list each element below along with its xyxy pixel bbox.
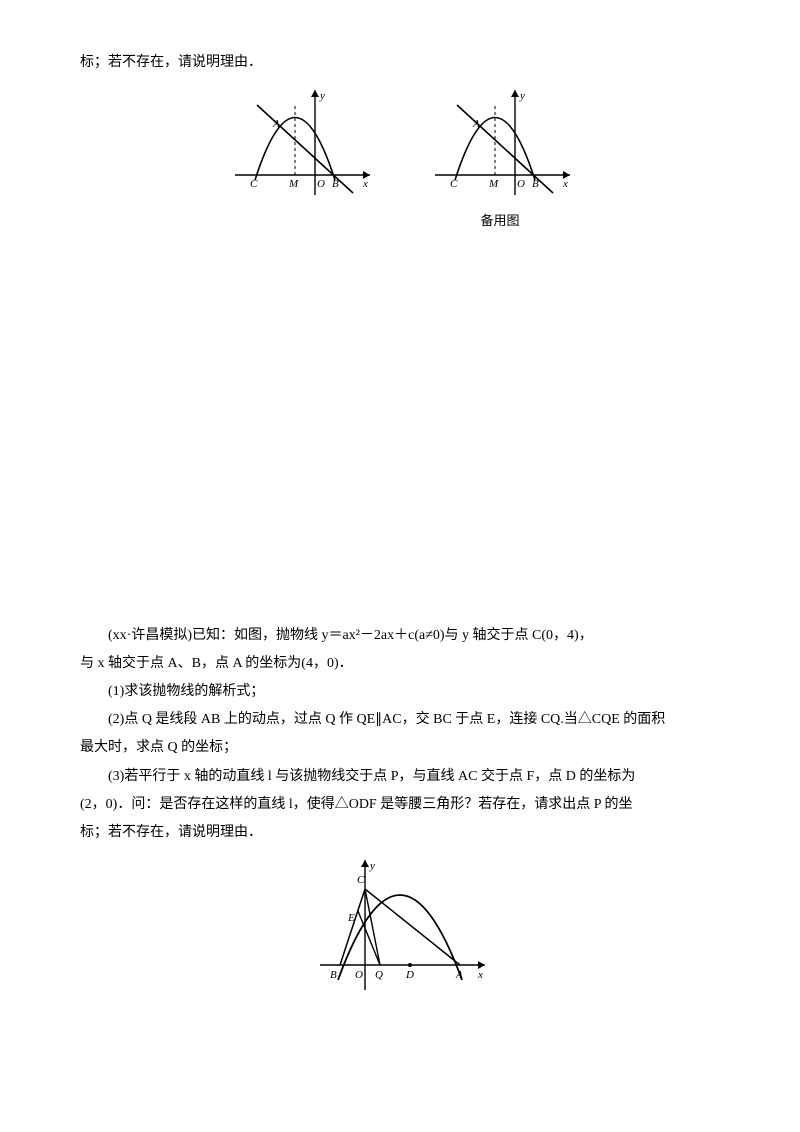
p2-q3b: (2，0)．问：是否存在这样的直线 l，使得△ODF 是等腰三角形？若存在，请求… (80, 792, 720, 817)
svg-text:x: x (562, 178, 568, 190)
svg-text:x: x (362, 178, 368, 190)
svg-text:E: E (347, 912, 355, 924)
svg-text:B: B (330, 969, 337, 981)
figure-3-svg: y x C E B O Q D A (310, 855, 490, 995)
svg-text:D: D (405, 969, 414, 981)
svg-text:O: O (517, 178, 525, 190)
figures-row-top: y x C A M O B y x C A M O B 备用图 (80, 85, 720, 232)
p2-line1b: 与 x 轴交于点 A、B，点 A 的坐标为(4，0)． (80, 651, 720, 676)
svg-text:A: A (472, 118, 480, 130)
svg-text:O: O (355, 969, 363, 981)
p2-q3a: (3)若平行于 x 轴的动直线 l 与该抛物线交于点 P，与直线 AC 交于点 … (80, 764, 720, 789)
figure-1-svg: y x C A M O B (225, 85, 375, 205)
svg-text:O: O (317, 178, 325, 190)
svg-text:C: C (450, 178, 458, 190)
svg-text:B: B (332, 178, 339, 190)
svg-text:y: y (319, 90, 325, 102)
svg-text:x: x (477, 969, 483, 981)
p2-q3c: 标；若不存在，请说明理由． (80, 820, 720, 845)
svg-text:B: B (532, 178, 539, 190)
p2-q2b: 最大时，求点 Q 的坐标； (80, 735, 720, 760)
figure-2-container: y x C A M O B 备用图 (425, 85, 575, 232)
svg-text:A: A (272, 118, 280, 130)
figure-2-svg: y x C A M O B (425, 85, 575, 205)
vertical-spacer (80, 263, 720, 623)
svg-text:A: A (455, 969, 463, 981)
svg-text:M: M (288, 178, 299, 190)
p2-source: (xx·许昌模拟)已知：如图，抛物线 y＝ax²－2ax＋c(a≠0)与 y 轴… (80, 623, 720, 648)
p2-q2a: (2)点 Q 是线段 AB 上的动点，过点 Q 作 QE∥AC，交 BC 于点 … (80, 707, 720, 732)
figure-1-container: y x C A M O B (225, 85, 375, 232)
p2-q1: (1)求该抛物线的解析式； (80, 679, 720, 704)
svg-text:y: y (369, 860, 375, 872)
svg-text:M: M (488, 178, 499, 190)
svg-text:y: y (519, 90, 525, 102)
top-fragment-text: 标；若不存在，请说明理由． (80, 50, 720, 75)
svg-text:C: C (250, 178, 258, 190)
figure-bottom-container: y x C E B O Q D A (80, 855, 720, 995)
backup-figure-caption: 备用图 (480, 209, 519, 232)
svg-text:Q: Q (375, 969, 383, 981)
svg-text:C: C (357, 874, 365, 886)
